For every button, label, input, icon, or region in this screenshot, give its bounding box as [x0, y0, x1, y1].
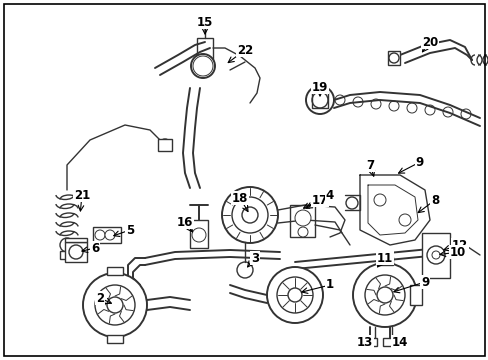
Circle shape — [398, 214, 410, 226]
Bar — [382, 338, 394, 346]
Bar — [107, 335, 123, 343]
Bar — [289, 205, 314, 237]
Circle shape — [276, 277, 312, 313]
Circle shape — [426, 246, 444, 264]
Text: 12: 12 — [451, 239, 467, 252]
Bar — [107, 267, 123, 275]
Circle shape — [436, 243, 452, 259]
Text: 5: 5 — [125, 224, 134, 237]
Text: 21: 21 — [74, 189, 90, 202]
Circle shape — [60, 238, 74, 252]
Circle shape — [107, 297, 123, 313]
Circle shape — [305, 86, 333, 114]
Bar — [65, 238, 87, 242]
Text: 2: 2 — [96, 292, 104, 305]
Text: 11: 11 — [376, 252, 392, 265]
Text: 15: 15 — [196, 15, 213, 28]
Text: 8: 8 — [430, 194, 438, 207]
Bar — [60, 251, 74, 259]
Bar — [93, 227, 121, 243]
Circle shape — [69, 245, 83, 259]
Circle shape — [346, 197, 357, 209]
Circle shape — [83, 273, 147, 337]
Circle shape — [311, 92, 327, 108]
Text: 7: 7 — [365, 158, 373, 171]
Bar — [387, 51, 399, 65]
Circle shape — [388, 53, 398, 63]
Bar — [364, 305, 384, 313]
Bar — [190, 220, 207, 248]
Circle shape — [191, 54, 215, 78]
Text: 19: 19 — [311, 81, 327, 94]
Text: 17: 17 — [311, 194, 327, 207]
Text: 14: 14 — [391, 336, 407, 348]
Circle shape — [192, 228, 205, 242]
Circle shape — [294, 210, 310, 226]
Text: 6: 6 — [91, 242, 99, 255]
Bar — [409, 285, 421, 305]
Text: 13: 13 — [356, 336, 372, 348]
Circle shape — [352, 263, 416, 327]
Bar — [376, 257, 392, 265]
Circle shape — [222, 187, 278, 243]
Bar — [158, 139, 172, 151]
Circle shape — [266, 267, 323, 323]
Circle shape — [297, 227, 307, 237]
Text: 22: 22 — [236, 44, 253, 57]
Text: 4: 4 — [325, 189, 333, 202]
Text: 1: 1 — [325, 279, 333, 292]
Text: 16: 16 — [177, 216, 193, 229]
Circle shape — [373, 194, 385, 206]
Bar — [364, 338, 376, 346]
Text: 9: 9 — [415, 156, 423, 168]
Text: 9: 9 — [420, 275, 428, 288]
Circle shape — [431, 251, 439, 259]
Bar — [197, 38, 213, 63]
Circle shape — [231, 197, 267, 233]
Circle shape — [105, 230, 115, 240]
Circle shape — [95, 285, 135, 325]
Circle shape — [364, 275, 404, 315]
Text: 20: 20 — [421, 36, 437, 49]
Text: 18: 18 — [231, 192, 248, 204]
Bar — [421, 233, 449, 278]
Bar — [311, 92, 327, 108]
Text: 3: 3 — [250, 252, 259, 265]
Circle shape — [199, 16, 210, 28]
Circle shape — [287, 288, 302, 302]
Circle shape — [159, 139, 171, 151]
Bar — [65, 242, 87, 262]
Text: 10: 10 — [449, 246, 465, 258]
Circle shape — [95, 230, 105, 240]
Circle shape — [242, 207, 258, 223]
Circle shape — [237, 262, 252, 278]
Circle shape — [376, 287, 392, 303]
